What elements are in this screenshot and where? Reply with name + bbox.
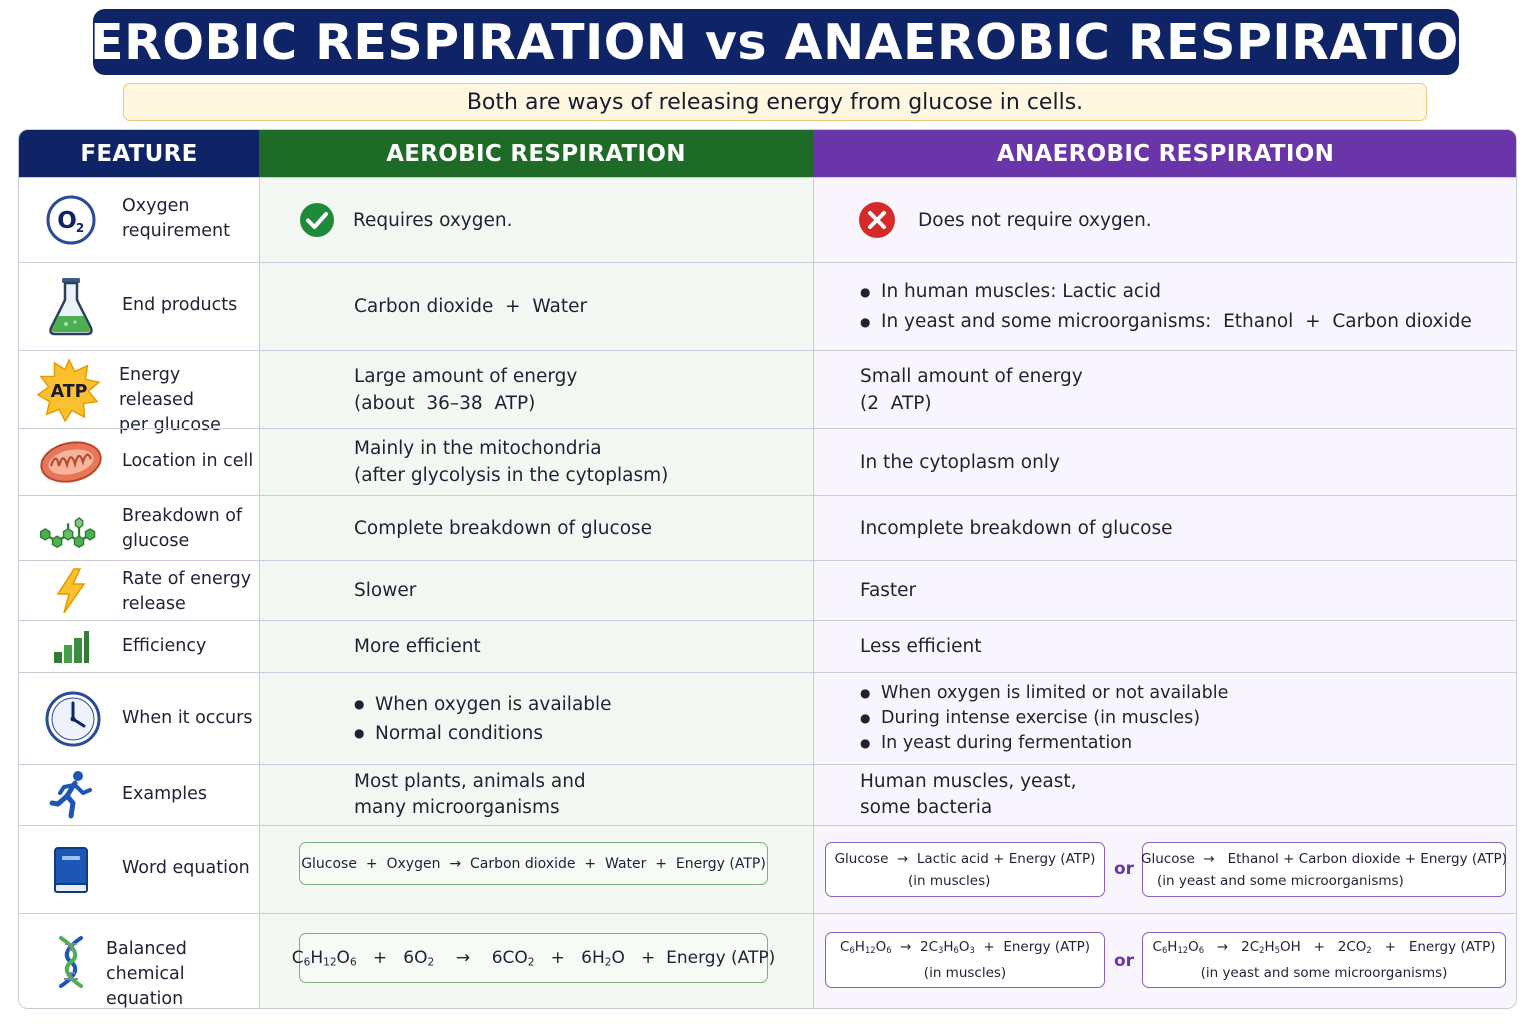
bar-chart-icon [39, 621, 103, 673]
flask-icon [39, 275, 103, 339]
anaerobic-muscle-note: (in muscles) [908, 872, 991, 889]
aerobic-energy: Large amount of energy [354, 365, 578, 387]
or-label: or [1114, 951, 1135, 971]
feature-label: Word equation [122, 858, 250, 878]
anaerobic-yeast-word-equation: Glucose → Ethanol + Carbon dioxide + Ene… [1141, 850, 1507, 867]
aerobic-location: Mainly in the mitochondria [354, 438, 602, 459]
page-title: AEROBIC RESPIRATION vs ANAEROBIC RESPIRA… [52, 9, 1500, 75]
feature-label: Breakdown of [122, 506, 243, 526]
aerobic-rate: Slower [354, 580, 417, 601]
row-energy: ATP Energy released per glucose Large amo… [19, 350, 1516, 435]
row-oxygen: O 2 Oxygen requirement Requires oxygen. D… [19, 177, 1516, 262]
feature-label: When it occurs [122, 708, 253, 728]
svg-text:ATP: ATP [51, 381, 88, 401]
anaerobic-yeast-chemical-equation: C6H12O6 → 2C2H5OH + 2CO2 + Energy (ATP) [1152, 939, 1496, 956]
header-anaerobic: ANAEROBIC RESPIRATION [813, 130, 1516, 177]
feature-label: Oxygen [122, 196, 190, 216]
row-word-equation: Word equation Glucose + Oxygen → Carbon … [19, 825, 1516, 913]
anaerobic-muscle-word-equation: Glucose → Lactic acid + Energy (ATP) [834, 850, 1096, 867]
feature-label: Examples [122, 784, 208, 804]
aerobic-energy: (about 36–38 ATP) [354, 392, 536, 414]
subtitle-banner: Both are ways of releasing energy from g… [123, 83, 1427, 121]
feature-label: Balanced chemical [106, 939, 187, 984]
runner-icon [39, 763, 103, 827]
oxygen-icon: O 2 [39, 188, 103, 252]
feature-label: Location in cell [122, 451, 254, 471]
feature-label: glucose [122, 531, 190, 551]
feature-label: Efficiency [122, 636, 207, 656]
anaerobic-examples: Human muscles, yeast, [860, 771, 1077, 792]
aerobic-examples: many microorganisms [354, 797, 560, 818]
dna-icon [39, 930, 103, 994]
aerobic-location: (after glycolysis in the cytoplasm) [354, 465, 669, 486]
row-location: Location in cell Mainly in the mitochond… [19, 428, 1516, 495]
row-end-products: End products Carbon dioxide + Water In h… [19, 262, 1516, 350]
feature-label: End products [122, 295, 238, 315]
anaerobic-efficiency: Less efficient [860, 636, 982, 657]
svg-text:O: O [57, 208, 77, 234]
lightning-icon [39, 559, 103, 623]
book-icon [39, 838, 103, 902]
aerobic-word-equation: Glucose + Oxygen → Carbon dioxide + Wate… [301, 855, 766, 872]
anaerobic-yeast-note: (in yeast and some microorganisms) [1200, 964, 1448, 981]
anaerobic-location: In the cytoplasm only [860, 451, 1060, 473]
row-efficiency: Efficiency More efficient Less efficient [19, 620, 1516, 673]
feature-label: Energy released [119, 365, 194, 410]
feature-label: release [122, 594, 186, 614]
feature-label: per glucose [119, 415, 221, 435]
list-item: In yeast and some microorganisms: Ethano… [860, 307, 1472, 337]
svg-text:2: 2 [76, 221, 84, 235]
anaerobic-muscle-chemical-equation-box: C6H12O6 → 2C3H6O3 + Energy (ATP) (in mus… [825, 932, 1105, 988]
anaerobic-breakdown: Incomplete breakdown of glucose [860, 517, 1173, 539]
feature-label: equation [106, 989, 184, 1009]
list-item: When oxygen is available [354, 690, 612, 719]
molecule-icon [37, 496, 101, 560]
anaerobic-rate: Faster [860, 580, 917, 601]
anaerobic-energy: Small amount of energy [860, 365, 1083, 387]
feature-label: Rate of energy [122, 569, 252, 589]
anaerobic-muscle-word-equation-box: Glucose → Lactic acid + Energy (ATP) (in… [825, 842, 1105, 897]
row-examples: Examples Most plants, animals and many mi… [19, 763, 1516, 827]
header-aerobic: AEROBIC RESPIRATION [259, 130, 813, 177]
anaerobic-oxygen: Does not require oxygen. [918, 209, 1152, 231]
or-label: or [1114, 859, 1135, 879]
aerobic-chemical-equation: C6H12O6 + 6O2 → 6CO2 + 6H2O + Energy (AT… [291, 947, 776, 969]
check-circle-icon [300, 203, 334, 237]
mitochondrion-icon [39, 430, 103, 494]
aerobic-breakdown: Complete breakdown of glucose [354, 517, 653, 539]
anaerobic-yeast-word-equation-box: Glucose → Ethanol + Carbon dioxide + Ene… [1141, 842, 1507, 897]
atp-icon: ATP [37, 357, 101, 423]
aerobic-examples: Most plants, animals and [354, 771, 586, 792]
aerobic-end-products: Carbon dioxide + Water [354, 296, 588, 317]
list-item: In yeast during fermentation [860, 731, 1228, 756]
anaerobic-muscle-chemical-equation: C6H12O6 → 2C3H6O3 + Energy (ATP) [840, 939, 1090, 956]
anaerobic-muscle-note: (in muscles) [923, 964, 1007, 981]
row-when: When it occurs When oxygen is available … [19, 672, 1516, 764]
anaerobic-yeast-note: (in yeast and some microorganisms) [1157, 872, 1404, 889]
comparison-table: FEATURE AEROBIC RESPIRATION ANAEROBIC RE… [18, 129, 1517, 1009]
row-breakdown: Breakdown of glucose Complete breakdown o… [19, 495, 1516, 560]
clock-icon [41, 687, 105, 751]
cross-circle-icon [859, 202, 895, 238]
anaerobic-energy: (2 ATP) [860, 392, 932, 414]
header-feature: FEATURE [19, 130, 259, 177]
row-rate: Rate of energy release Slower Faster [19, 559, 1516, 623]
aerobic-efficiency: More efficient [354, 636, 481, 657]
list-item: When oxygen is limited or not available [860, 681, 1228, 706]
list-item: In human muscles: Lactic acid [860, 277, 1472, 307]
anaerobic-yeast-chemical-equation-box: C6H12O6 → 2C2H5OH + 2CO2 + Energy (ATP) … [1142, 932, 1506, 988]
anaerobic-examples: some bacteria [860, 797, 993, 818]
aerobic-oxygen: Requires oxygen. [353, 209, 513, 231]
aerobic-chemical-equation-box: C6H12O6 + 6O2 → 6CO2 + 6H2O + Energy (AT… [292, 933, 775, 983]
list-item: Normal conditions [354, 719, 612, 748]
row-chemical-equation: Balanced chemical equation C6H12O6 + 6O2 … [19, 913, 1516, 1009]
feature-label: requirement [122, 221, 230, 241]
aerobic-word-equation-box: Glucose + Oxygen → Carbon dioxide + Wate… [299, 842, 768, 885]
list-item: During intense exercise (in muscles) [860, 706, 1228, 731]
